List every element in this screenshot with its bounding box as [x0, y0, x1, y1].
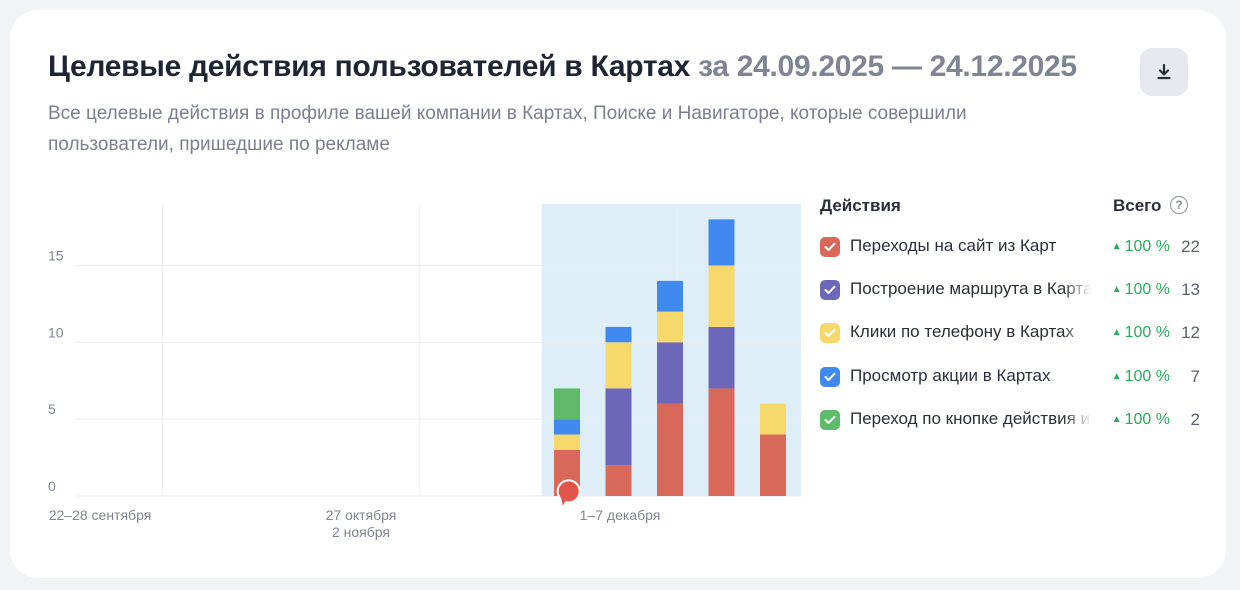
checkmark-icon: [824, 415, 836, 424]
legend-label: Переходы на сайт из Карт: [850, 236, 1057, 255]
bar-segment: [708, 388, 735, 496]
legend-change: ▲ 100 %: [1112, 281, 1170, 299]
legend-total-value: 7: [1190, 367, 1200, 386]
triangle-up-icon: ▲: [1111, 284, 1122, 295]
bar-segment: [605, 326, 632, 343]
bar-segment: [605, 388, 632, 466]
legend-change-value: 100 %: [1124, 368, 1170, 385]
bar-segment: [605, 342, 632, 389]
question-circle-icon[interactable]: ?: [1170, 196, 1188, 214]
triangle-up-icon: ▲: [1111, 371, 1122, 382]
bar-segment: [708, 326, 735, 389]
bar-segment: [605, 465, 632, 496]
legend-total-value: 13: [1181, 280, 1200, 299]
legend-label: Построение маршрута в Картах: [850, 279, 1092, 298]
legend-header-actions: Действия: [820, 196, 901, 215]
legend-item[interactable]: Просмотр акции в Картах ▲ 100 % 7: [820, 362, 1200, 392]
checkmark-icon: [824, 285, 836, 294]
legend-change: ▲ 100 %: [1112, 324, 1170, 342]
subtitle: Все целевые действия в профиле вашей ком…: [48, 103, 967, 155]
chart-card: Целевые действия пользователей в Картах …: [10, 10, 1226, 578]
legend-change-value: 100 %: [1124, 281, 1170, 298]
checkmark-icon: [824, 328, 836, 337]
bar-segment: [657, 280, 683, 312]
legend-header-total: Всего: [1113, 196, 1162, 215]
legend-checkbox[interactable]: [820, 280, 840, 300]
bar-segment: [554, 419, 580, 435]
legend-item[interactable]: Клики по телефону в Картах ▲ 100 % 12: [820, 318, 1200, 348]
y-tick-label: 5: [48, 401, 56, 417]
x-tick-label: 22–28 сентября: [49, 507, 152, 523]
bar-segment: [657, 403, 683, 496]
bar-segment: [657, 311, 683, 343]
comment-bubble-icon: [556, 479, 581, 513]
title-text: Целевые действия пользователей в Картах: [48, 50, 691, 83]
bar-segment: [760, 434, 786, 496]
legend-checkbox[interactable]: [820, 410, 840, 430]
bar-segment: [708, 219, 735, 266]
legend-change-value: 100 %: [1124, 324, 1170, 341]
legend-label: Просмотр акции в Картах: [850, 366, 1051, 385]
triangle-up-icon: ▲: [1111, 327, 1122, 338]
checkmark-icon: [824, 242, 836, 251]
legend-label: Переход по кнопке действия из Карт: [850, 409, 1092, 428]
download-button[interactable]: [1140, 48, 1188, 96]
checkmark-icon: [824, 372, 836, 381]
legend-change-value: 100 %: [1124, 411, 1170, 428]
y-tick-label: 0: [48, 478, 56, 494]
legend-checkbox[interactable]: [820, 237, 840, 257]
triangle-up-icon: ▲: [1111, 414, 1122, 425]
x-tick-label: 2 ноября: [332, 524, 390, 540]
legend-total-value: 12: [1181, 323, 1200, 342]
legend-item[interactable]: Переходы на сайт из Карт ▲ 100 % 22: [820, 232, 1200, 262]
bar-segment: [708, 265, 735, 327]
legend-change: ▲ 100 %: [1112, 368, 1170, 386]
page-title: Целевые действия пользователей в Картах …: [48, 50, 1077, 84]
legend-checkbox[interactable]: [820, 323, 840, 343]
bar-segment: [554, 388, 580, 420]
x-tick-label: 27 октября: [326, 507, 397, 523]
y-tick-label: 15: [48, 247, 64, 263]
bar-segment: [760, 403, 786, 435]
legend-change-value: 100 %: [1124, 238, 1170, 255]
legend-checkbox[interactable]: [820, 367, 840, 387]
bar-segment: [657, 342, 683, 404]
legend-total-value: 22: [1181, 237, 1200, 256]
legend-change: ▲ 100 %: [1112, 411, 1170, 429]
legend-change: ▲ 100 %: [1112, 238, 1170, 256]
title-period: за 24.09.2025 — 24.12.2025: [698, 50, 1077, 83]
y-tick-label: 10: [48, 324, 64, 340]
download-icon: [1157, 63, 1171, 80]
legend-label: Клики по телефону в Картах: [850, 322, 1075, 341]
bar-segment: [554, 434, 580, 450]
legend-item[interactable]: Построение маршрута в Картах ▲ 100 % 13: [820, 275, 1200, 305]
triangle-up-icon: ▲: [1111, 241, 1122, 252]
legend-item[interactable]: Переход по кнопке действия из Карт ▲100 %…: [820, 405, 1200, 435]
legend-total-value: 2: [1190, 410, 1200, 429]
x-tick-label: 1–7 декабря: [580, 507, 661, 523]
